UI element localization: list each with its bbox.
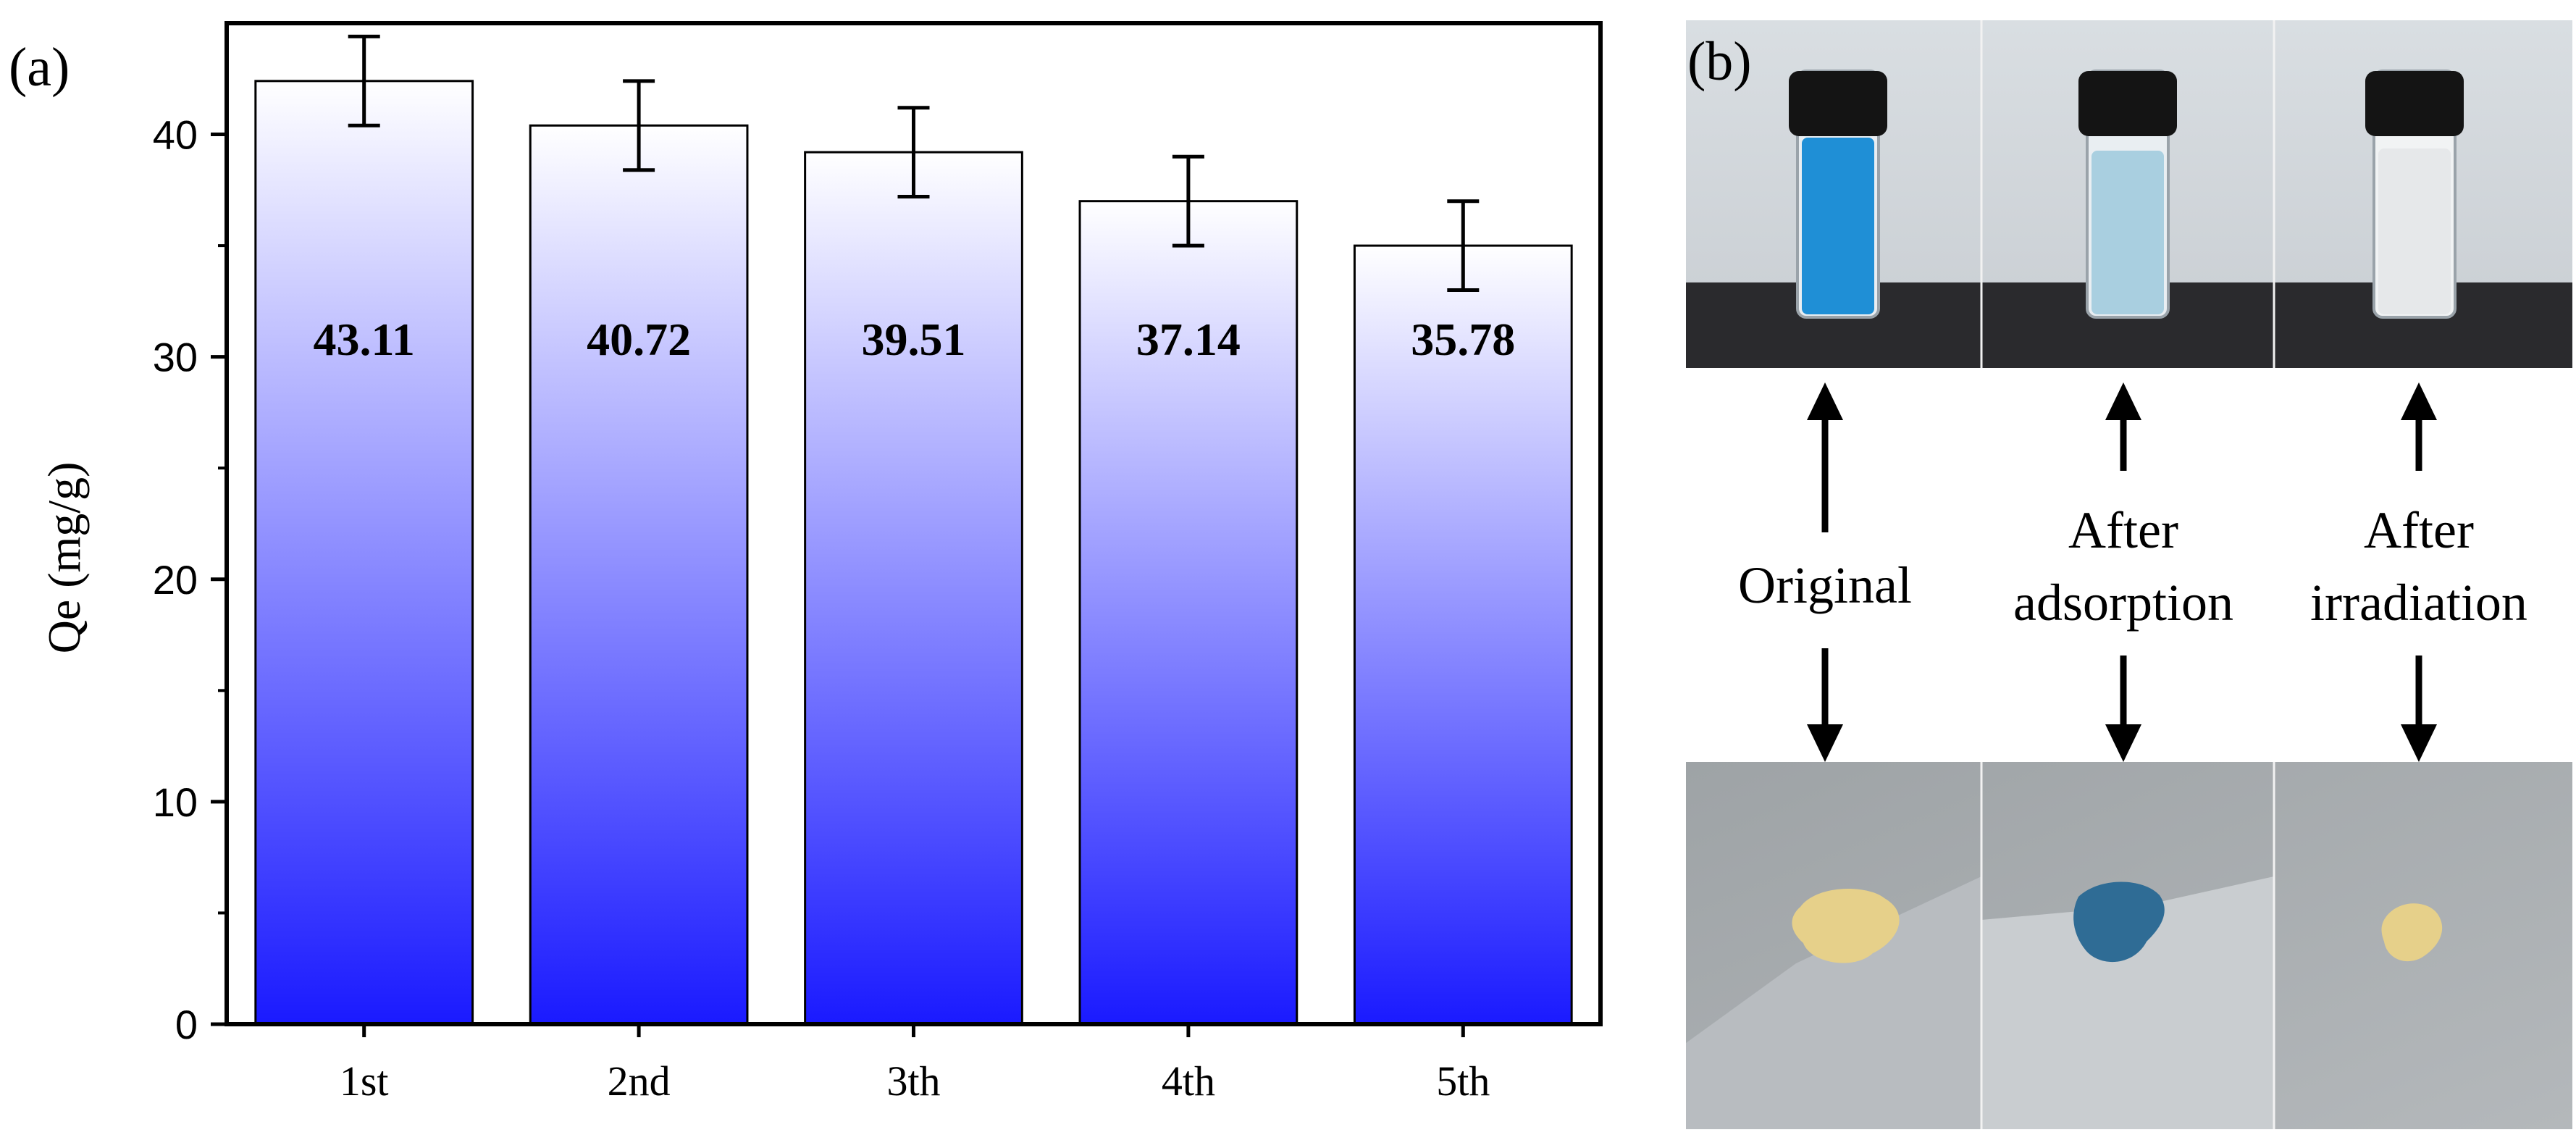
y-tick-label-10: 10: [153, 779, 198, 825]
y-tick-label-30: 30: [153, 335, 198, 380]
caption-after-irradiation-line1: After: [2364, 501, 2474, 559]
bar-5th: [1353, 244, 1573, 1026]
powder-after-irradiation: [2381, 903, 2443, 962]
data-label-1st: 43.11: [313, 314, 414, 365]
y-tick-label-0: 0: [175, 1002, 198, 1047]
arrow-down-original: [1807, 648, 1843, 762]
data-label-5th: 35.78: [1411, 314, 1515, 365]
caption-original: Original: [1738, 556, 1912, 614]
caption-after-irradiation-line2: irradiation: [2310, 574, 2527, 632]
caption-after-adsorption-line2: adsorption: [2013, 574, 2233, 632]
arrows: [1807, 382, 2437, 762]
bar-1st: [254, 80, 474, 1026]
panel-a-label: (a): [9, 37, 70, 98]
error-bar-2nd: [623, 79, 655, 172]
panel-b-label: (b): [1687, 31, 1752, 92]
error-bars-layer: [348, 34, 1480, 293]
x-tick-label-5th: 5th: [1436, 1057, 1490, 1105]
x-tick-label-2nd: 2nd: [608, 1057, 671, 1105]
powder-photo: [1686, 762, 2572, 1129]
powder-original: [1792, 889, 1900, 963]
vial-photo: [1686, 20, 2572, 368]
error-bar-5th: [1447, 199, 1480, 293]
data-label-2nd: 40.72: [587, 314, 691, 365]
plot-frame: [225, 21, 1603, 1026]
y-axis-label: Qe (mg/g): [38, 462, 90, 654]
bars-layer: [254, 80, 1573, 1026]
error-bar-3th: [897, 106, 930, 199]
vial-after-irradiation: [2365, 70, 2464, 319]
vial-after-adsorption: [2078, 70, 2177, 319]
bar-2nd: [529, 124, 749, 1026]
x-tick-label-1st: 1st: [340, 1057, 389, 1105]
y-tick-label-40: 40: [153, 112, 198, 158]
bar-4th: [1078, 200, 1299, 1026]
x-tick-label-4th: 4th: [1162, 1057, 1215, 1105]
data-labels-layer: 43.11 40.72 39.51 37.14 35.78: [313, 314, 1515, 365]
caption-after-adsorption-line1: After: [2068, 501, 2178, 559]
bar-3th: [804, 151, 1023, 1026]
powder-after-adsorption: [2073, 881, 2165, 963]
vial-original: [1789, 70, 1887, 319]
data-label-3th: 39.51: [862, 314, 966, 365]
error-bar-4th: [1172, 154, 1204, 248]
arrow-down-after-irradiation: [2401, 656, 2437, 762]
y-tick-label-20: 20: [153, 557, 198, 603]
x-tick-label-3th: 3th: [886, 1057, 940, 1105]
arrow-down-after-adsorption: [2105, 656, 2141, 762]
arrow-up-after-irradiation: [2401, 382, 2437, 471]
data-label-4th: 37.14: [1136, 314, 1241, 365]
error-bar-1st: [348, 34, 380, 127]
arrow-up-original: [1807, 382, 1843, 532]
x-axis: 1st 2nd 3th 4th 5th: [340, 1024, 1490, 1105]
arrow-up-after-adsorption: [2105, 382, 2141, 471]
y-axis: 0 10 20 30 40: [153, 112, 227, 1047]
